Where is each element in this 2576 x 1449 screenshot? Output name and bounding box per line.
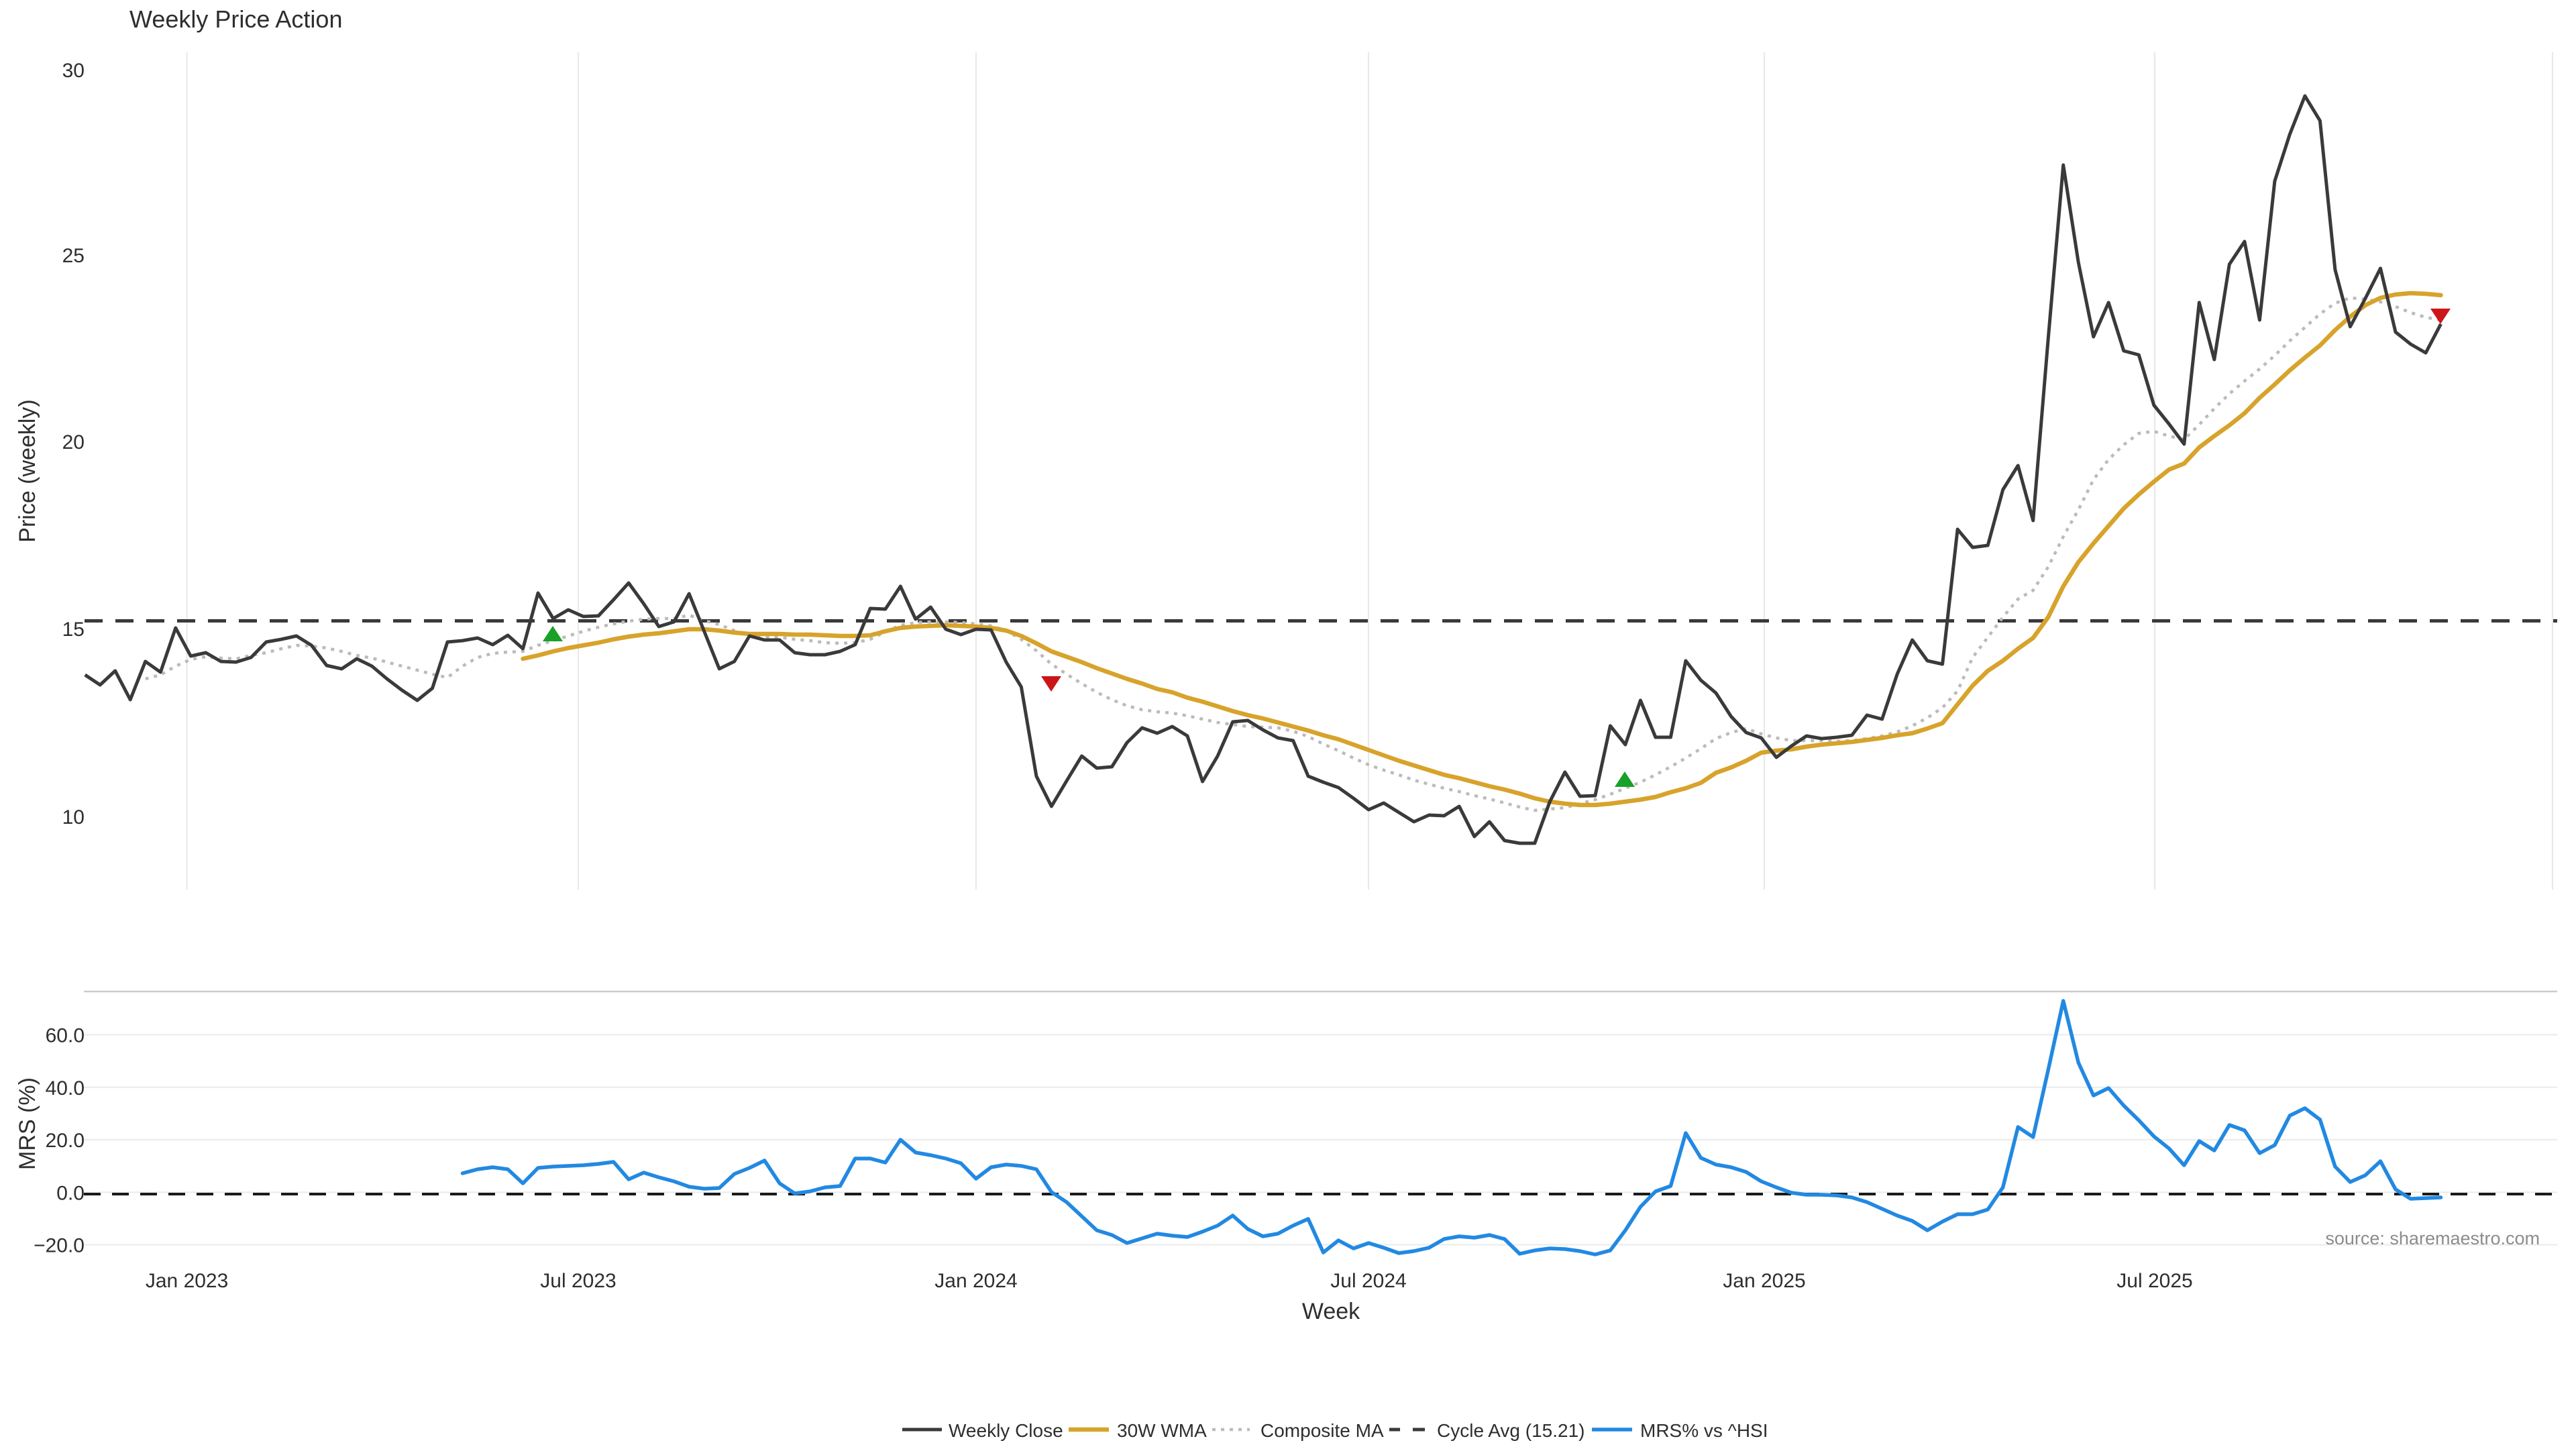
svg-text:Cycle Avg (15.21): Cycle Avg (15.21) [1437,1420,1585,1441]
svg-text:Composite MA: Composite MA [1260,1420,1384,1441]
svg-text:Weekly Price Action: Weekly Price Action [129,5,342,33]
svg-text:MRS% vs ^HSI: MRS% vs ^HSI [1640,1420,1768,1441]
svg-text:30: 30 [62,60,85,82]
svg-text:Jan 2024: Jan 2024 [934,1270,1017,1292]
svg-text:Jul 2024: Jul 2024 [1330,1270,1406,1292]
svg-text:60.0: 60.0 [46,1025,85,1047]
svg-text:Jan 2025: Jan 2025 [1723,1270,1805,1292]
svg-text:Jan 2023: Jan 2023 [146,1270,228,1292]
svg-text:−20.0: −20.0 [34,1235,85,1257]
svg-text:25: 25 [62,245,85,267]
svg-text:10: 10 [62,806,85,828]
svg-text:Price (weekly): Price (weekly) [15,399,40,542]
svg-text:MRS (%): MRS (%) [15,1077,40,1170]
svg-text:30W WMA: 30W WMA [1117,1420,1207,1441]
svg-text:Weekly Close: Weekly Close [949,1420,1063,1441]
svg-text:Jul 2025: Jul 2025 [2116,1270,2192,1292]
svg-text:Jul 2023: Jul 2023 [540,1270,616,1292]
svg-text:15: 15 [62,619,85,641]
svg-text:20.0: 20.0 [46,1130,85,1152]
svg-text:source: sharemaestro.com: source: sharemaestro.com [2325,1228,2540,1248]
svg-text:20: 20 [62,431,85,453]
svg-text:Week: Week [1302,1299,1360,1324]
svg-text:40.0: 40.0 [46,1077,85,1099]
svg-text:0.0: 0.0 [56,1182,85,1204]
